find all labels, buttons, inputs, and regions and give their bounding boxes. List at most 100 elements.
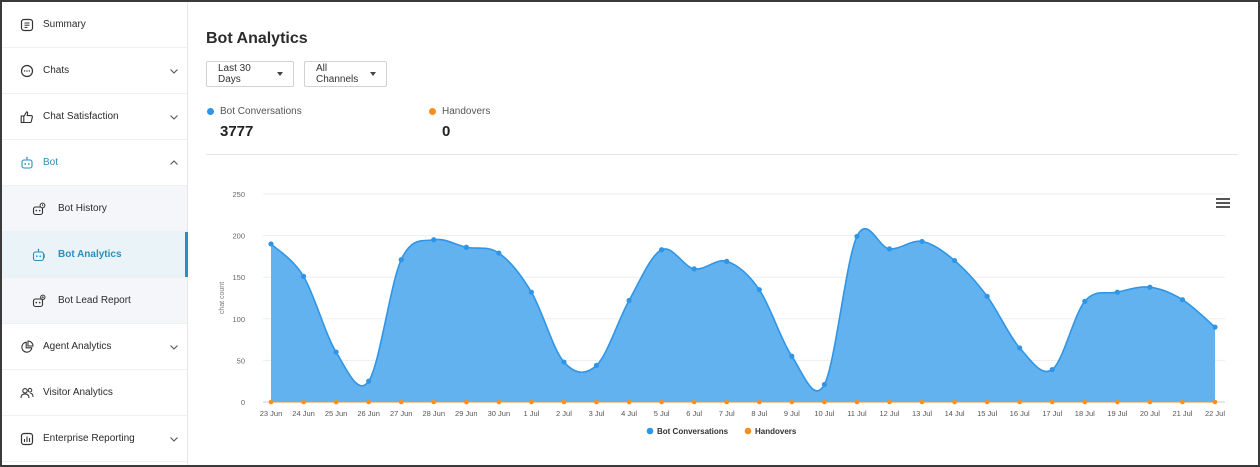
chevron-down-icon[interactable] — [169, 112, 179, 122]
sidebar-item-visitor-analytics[interactable]: Visitor Analytics — [2, 370, 187, 416]
x-tick-label: 6 Jul — [686, 409, 702, 418]
metric-handovers: Handovers 0 — [429, 106, 490, 140]
sidebar-item-enterprise-reporting[interactable]: Enterprise Reporting — [2, 416, 187, 462]
handovers-point — [594, 399, 599, 405]
sidebar-item-chats[interactable]: Chats — [2, 48, 187, 94]
sidebar-item-label: Agent Analytics — [43, 341, 112, 352]
bot-conversations-point — [724, 258, 730, 264]
chevron-down-icon[interactable] — [169, 66, 179, 76]
x-tick-label: 21 Jul — [1172, 409, 1192, 418]
x-tick-label: 13 Jul — [912, 409, 932, 418]
y-tick-label: 150 — [232, 273, 245, 282]
x-tick-label: 11 Jul — [847, 409, 867, 418]
handovers-point — [919, 399, 925, 405]
summary-icon — [20, 18, 34, 32]
bot-conversations-point — [366, 378, 372, 384]
handovers-point — [887, 399, 892, 405]
handovers-point — [952, 399, 957, 405]
date-range-label: Last 30 Days — [218, 63, 251, 85]
bot-conversations-point — [561, 359, 567, 365]
sidebar-item-label: Visitor Analytics — [43, 387, 113, 398]
sidebar-item-bot-analytics[interactable]: Bot Analytics — [2, 232, 188, 278]
chart-container: 0 50 100 150 200 250 chat count 23 Jun 24 Jun 25 … — [188, 182, 1258, 465]
page-title: Bot Analytics — [206, 30, 308, 47]
sidebar-item-agent-analytics[interactable]: Agent Analytics — [2, 324, 187, 370]
series-dot-icon — [429, 108, 436, 115]
date-range-dropdown[interactable]: Last 30 Days — [206, 61, 294, 87]
x-tick-label: 20 Jul — [1140, 409, 1160, 418]
bot-conversations-point — [463, 244, 469, 250]
bot-conversations-point — [1017, 345, 1023, 351]
handovers-point — [1017, 399, 1022, 405]
metric-label: Bot Conversations — [220, 106, 302, 117]
bot-conversations-point — [919, 238, 925, 245]
handovers-point — [398, 399, 404, 405]
sidebar-item-bot-history[interactable]: Bot History — [2, 186, 187, 232]
thumbs-up-icon — [20, 110, 34, 124]
bot-lead-icon — [32, 294, 46, 308]
x-tick-label: 26 Jun — [357, 409, 380, 418]
handovers-point — [659, 399, 664, 405]
handovers-point — [626, 399, 632, 405]
handovers-point — [984, 399, 990, 405]
bot-conversations-point — [789, 353, 795, 359]
handovers-point — [496, 399, 502, 405]
bot-conversations-point — [1082, 298, 1088, 304]
chevron-down-icon[interactable] — [169, 342, 179, 352]
handovers-point — [529, 399, 534, 405]
handovers-point — [366, 399, 371, 405]
sidebar-item-label: Bot Lead Report — [58, 295, 131, 306]
bot-conversations-point — [626, 297, 632, 304]
sidebar-item-label: Chats — [43, 65, 70, 76]
chevron-down-icon[interactable] — [169, 434, 179, 444]
divider — [206, 154, 1238, 155]
chevron-up-icon[interactable] — [169, 158, 179, 168]
legend-label: Bot Conversations — [657, 427, 729, 436]
x-tick-label: 5 Jul — [654, 409, 670, 418]
bot-conversations-point — [593, 362, 600, 368]
x-tick-label: 19 Jul — [1107, 409, 1127, 418]
x-tick-label: 7 Jul — [719, 409, 735, 418]
pie-chart-icon — [20, 339, 34, 354]
caret-down-icon — [370, 72, 376, 76]
metric-value: 3777 — [220, 123, 254, 140]
handovers-point — [691, 399, 697, 405]
y-tick-label: 50 — [237, 356, 245, 365]
bot-icon — [20, 156, 34, 170]
x-tick-label: 3 Jul — [589, 409, 605, 418]
bot-analytics-chart: 0 50 100 150 200 250 chat count 23 Jun 24 Jun 25 … — [219, 190, 1225, 436]
x-tick-label: 18 Jul — [1075, 409, 1095, 418]
sidebar-item-bot-lead-report[interactable]: Bot Lead Report — [2, 278, 187, 324]
sidebar-item-summary[interactable]: Summary — [2, 2, 187, 48]
y-tick-label: 250 — [232, 190, 245, 199]
chart-menu-icon[interactable] — [1216, 198, 1230, 210]
bot-conversations-point — [398, 257, 404, 263]
handovers-point — [756, 399, 762, 405]
handovers-point — [301, 399, 306, 405]
channel-dropdown[interactable]: All Channels — [304, 61, 387, 87]
y-tick-label: 0 — [241, 398, 245, 407]
bot-conversations-point — [821, 381, 827, 388]
sidebar-item-chat-satisfaction[interactable]: Chat Satisfaction — [2, 94, 187, 140]
x-tick-label: 12 Jul — [879, 409, 899, 418]
x-tick-label: 28 Jun — [422, 409, 445, 418]
x-tick-label: 14 Jul — [945, 409, 965, 418]
bot-conversations-point — [984, 293, 990, 299]
sidebar-item-label: Summary — [43, 19, 86, 30]
x-tick-label: 22 Jul — [1205, 409, 1225, 418]
x-tick-label: 4 Jul — [621, 409, 637, 418]
bot-conversations-point — [854, 233, 860, 240]
x-tick-label: 15 Jul — [977, 409, 997, 418]
metric-value: 0 — [442, 123, 451, 140]
x-tick-label: 27 Jun — [390, 409, 413, 418]
bot-conversations-point — [268, 241, 274, 247]
handovers-point — [268, 399, 274, 405]
caret-down-icon — [277, 72, 283, 76]
bot-conversations-point — [333, 349, 339, 355]
bot-conversations-point — [431, 237, 437, 243]
bot-conversations-point — [1212, 324, 1218, 330]
handovers-point — [1212, 399, 1218, 405]
handovers-point — [789, 399, 795, 405]
sidebar-item-bot[interactable]: Bot — [2, 140, 187, 186]
